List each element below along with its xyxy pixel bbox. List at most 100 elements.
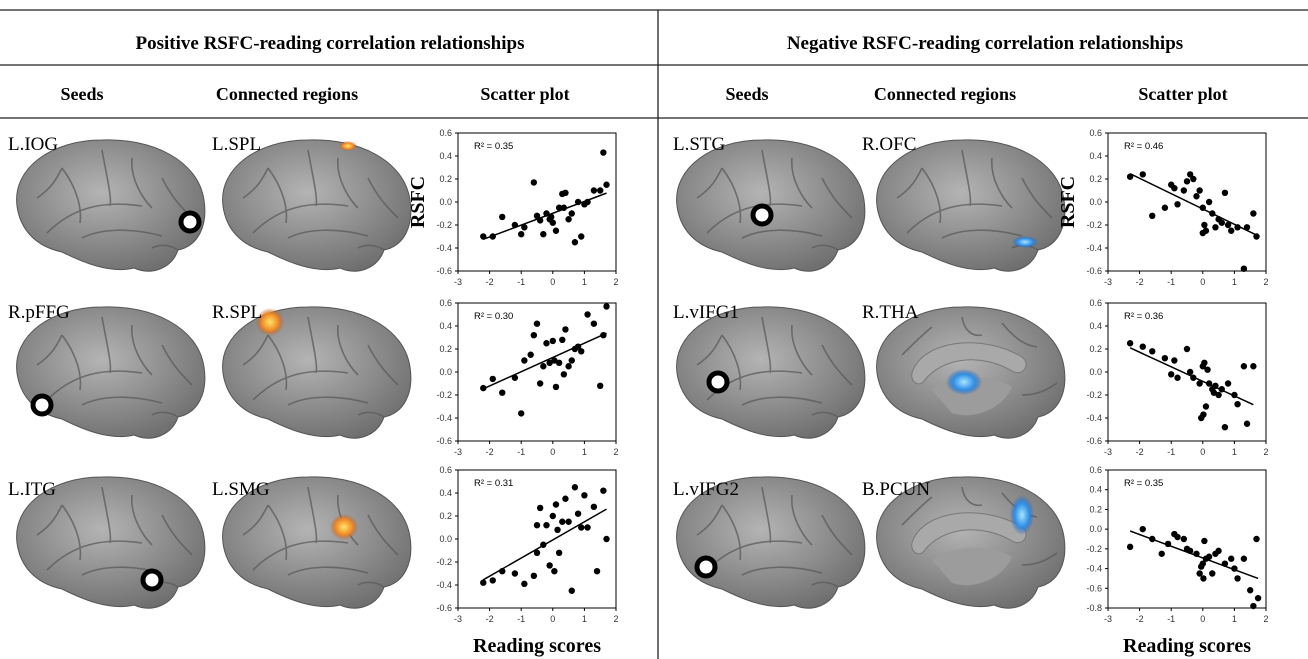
y-tick-label: -0.4 <box>1086 564 1102 574</box>
point <box>1168 371 1175 378</box>
point <box>489 577 496 584</box>
point <box>536 217 544 224</box>
y-tick-label: 0.0 <box>439 534 452 544</box>
point <box>1174 533 1181 541</box>
point <box>1243 224 1251 231</box>
point <box>562 189 569 196</box>
annotation: R² = 0.35 <box>1124 478 1163 489</box>
point <box>1193 550 1200 557</box>
column-header: Connected regions <box>874 84 1016 104</box>
region-label: L.SPL <box>212 134 261 155</box>
point <box>1231 391 1238 399</box>
point <box>1254 594 1262 602</box>
point <box>1196 187 1203 194</box>
y-tick-label: -0.2 <box>436 220 452 230</box>
point <box>549 219 556 226</box>
column-header: Seeds <box>725 84 768 104</box>
point <box>574 198 582 206</box>
point <box>548 213 555 221</box>
point <box>1180 187 1188 194</box>
x-tick-label: 0 <box>550 277 555 287</box>
point <box>1126 173 1134 180</box>
seed-label: R.pFFG <box>8 302 70 323</box>
point <box>1186 368 1194 376</box>
point <box>565 363 572 370</box>
x-tick-label: -1 <box>1167 447 1175 457</box>
point <box>1212 382 1219 389</box>
y-tick-label: -0.6 <box>1086 583 1102 593</box>
y-tick-label: 0.2 <box>1089 174 1102 184</box>
x-tick-label: 0 <box>1200 277 1205 287</box>
x-tick-label: -1 <box>1167 614 1175 624</box>
point <box>1210 389 1218 396</box>
point <box>1199 229 1207 237</box>
y-tick-label: -0.2 <box>436 390 452 400</box>
point <box>521 357 528 364</box>
point <box>511 570 519 577</box>
x-tick-label: -2 <box>486 447 494 457</box>
point <box>533 522 541 529</box>
point <box>552 383 560 391</box>
plot-frame <box>457 132 617 272</box>
point <box>499 568 506 575</box>
point <box>499 389 506 396</box>
point <box>603 303 610 310</box>
y-tick-label: 0.4 <box>1089 321 1102 331</box>
seed-label: L.vIFG1 <box>673 302 739 323</box>
x-tick-label: 2 <box>613 614 618 624</box>
point <box>584 311 591 318</box>
point <box>499 213 506 221</box>
y-tick-label: -0.2 <box>1086 220 1102 230</box>
x-tick-label: 1 <box>582 614 587 624</box>
point <box>560 371 568 378</box>
trend-line <box>1129 173 1257 236</box>
point <box>559 336 566 343</box>
point <box>1196 380 1203 387</box>
x-tick-label: 1 <box>582 447 587 457</box>
point <box>1198 414 1205 422</box>
point <box>597 187 604 194</box>
y-tick-label: 0.4 <box>439 488 452 498</box>
point <box>574 510 582 517</box>
point <box>578 524 585 531</box>
point <box>540 231 547 238</box>
point <box>1224 380 1232 387</box>
point <box>1243 420 1251 427</box>
point <box>533 320 541 327</box>
point <box>568 210 575 217</box>
point <box>551 357 558 364</box>
y-tick-label: -0.6 <box>436 436 452 446</box>
y-tick-label: -0.4 <box>436 580 452 590</box>
x-tick-label: 0 <box>1200 614 1205 624</box>
point <box>1221 424 1229 431</box>
point <box>1171 357 1178 364</box>
x-tick-label: 2 <box>1263 277 1268 287</box>
point <box>565 518 572 525</box>
point <box>552 227 560 234</box>
point <box>1247 587 1254 594</box>
point <box>568 587 575 594</box>
point <box>581 492 588 499</box>
point <box>536 504 544 512</box>
column-header: Scatter plot <box>480 84 569 104</box>
point <box>571 484 579 491</box>
point <box>603 181 610 188</box>
point <box>1126 340 1134 347</box>
point <box>1186 171 1194 178</box>
y-tick-label: -0.6 <box>436 266 452 276</box>
y-tick-label: 0.6 <box>1089 298 1102 308</box>
y-tick-label: 0.4 <box>439 151 452 161</box>
x-tick-label: -1 <box>1167 277 1175 287</box>
point <box>480 384 487 392</box>
point <box>543 210 550 217</box>
point <box>1215 391 1222 399</box>
point <box>1183 178 1191 185</box>
point <box>590 187 598 194</box>
point <box>518 410 525 417</box>
point <box>1250 602 1257 610</box>
column-header: Scatter plot <box>1138 84 1227 104</box>
y-tick-label: -0.2 <box>1086 544 1102 554</box>
point <box>578 233 585 240</box>
y-tick-label: -0.6 <box>1086 266 1102 276</box>
seed-label: L.vIFG2 <box>673 479 739 500</box>
